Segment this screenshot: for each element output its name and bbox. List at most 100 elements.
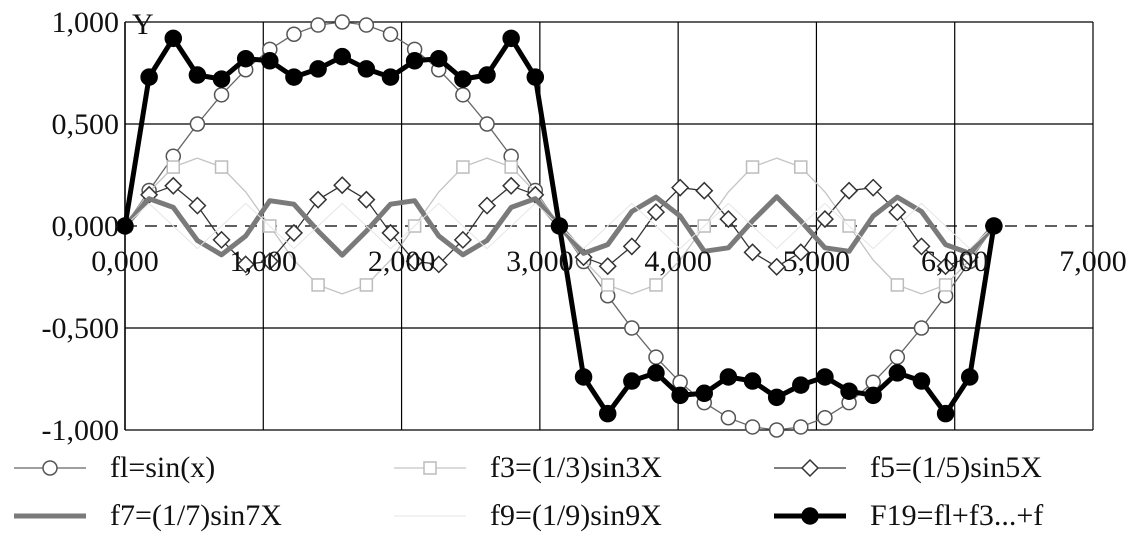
data-point xyxy=(767,388,786,407)
data-point xyxy=(648,349,664,365)
data-point xyxy=(936,404,955,423)
data-point xyxy=(405,252,424,271)
data-point xyxy=(453,230,472,249)
series-layer xyxy=(115,14,1003,438)
y-tick-label: 0,500 xyxy=(52,108,120,141)
data-point xyxy=(600,278,615,292)
data-point xyxy=(213,87,230,103)
data-point xyxy=(309,60,327,78)
legend-swatch xyxy=(394,515,466,517)
data-point xyxy=(164,176,183,195)
data-point xyxy=(214,160,229,174)
tick-layer: 1,000 0,500 0,000 -0,500 -1,000 0,000 1,000 2,0… xyxy=(42,6,1127,447)
legend-swatch xyxy=(394,461,466,475)
data-point xyxy=(864,178,883,197)
data-point xyxy=(212,230,231,249)
y-axis-label: Y xyxy=(132,8,154,41)
legend-item: F19=fl+f3...+f xyxy=(770,496,1140,536)
data-point xyxy=(767,257,786,276)
data-point xyxy=(646,203,666,222)
chart-plot: 1,000 0,500 0,000 -0,500 -1,000 0,000 1,000 2,0… xyxy=(42,6,1127,447)
data-point xyxy=(801,507,819,525)
x-tick-label: 6,000 xyxy=(921,245,989,278)
data-point xyxy=(719,368,738,386)
y-tick-label: 1,000 xyxy=(52,6,120,39)
data-point xyxy=(358,17,375,33)
data-point xyxy=(430,49,448,68)
data-point xyxy=(671,386,689,405)
data-point xyxy=(800,458,820,478)
data-point xyxy=(456,160,470,174)
data-point xyxy=(164,29,183,48)
legend-item: f5=(1/5)sin5X xyxy=(770,448,1140,488)
data-point xyxy=(382,26,399,42)
legend-swatch xyxy=(774,507,846,525)
data-point xyxy=(622,237,641,256)
x-tick-label: 7,000 xyxy=(1059,245,1127,278)
data-point xyxy=(816,368,834,386)
y-tick-label: -1,000 xyxy=(42,414,120,447)
data-point xyxy=(309,190,328,209)
data-point xyxy=(624,320,640,336)
data-point xyxy=(405,52,424,70)
data-point xyxy=(719,210,738,229)
y-tick-label: -0,500 xyxy=(42,312,120,345)
data-point xyxy=(478,66,496,84)
data-point xyxy=(890,278,905,292)
data-point xyxy=(840,181,859,200)
data-point xyxy=(333,176,352,195)
data-point xyxy=(743,372,762,390)
data-point xyxy=(140,68,158,86)
data-point xyxy=(960,368,979,386)
data-point xyxy=(936,257,955,276)
legend-label: f3=(1/3)sin3X xyxy=(490,451,662,484)
data-point xyxy=(550,217,569,235)
data-point xyxy=(744,419,761,435)
data-point xyxy=(695,181,714,200)
data-point xyxy=(649,278,663,292)
data-point xyxy=(333,47,351,66)
legend-item: f7=(1/7)sin7X xyxy=(10,496,380,536)
data-point xyxy=(381,223,400,242)
data-point xyxy=(745,160,760,174)
data-point xyxy=(285,68,303,86)
legend-item: f3=(1/3)sin3X xyxy=(390,448,760,488)
data-point xyxy=(284,223,304,242)
data-point xyxy=(793,419,809,435)
x-tick-label: 4,000 xyxy=(644,245,712,278)
x-tick-label: 0,000 xyxy=(91,245,159,278)
legend-item: fl=sin(x) xyxy=(10,448,380,488)
data-point xyxy=(889,349,906,365)
data-point xyxy=(792,376,810,394)
data-point xyxy=(913,320,930,336)
data-point xyxy=(455,87,471,103)
data-point xyxy=(334,14,350,30)
legend-label: f5=(1/5)sin5X xyxy=(870,451,1042,484)
data-point xyxy=(598,257,617,276)
data-point xyxy=(359,278,374,292)
data-point xyxy=(720,410,737,426)
legend-swatch xyxy=(14,460,86,476)
x-tick-label: 1,000 xyxy=(230,245,298,278)
data-point xyxy=(888,203,907,222)
data-point xyxy=(985,217,1003,235)
data-point xyxy=(357,190,376,209)
x-tick-label: 3,000 xyxy=(506,245,574,278)
data-point xyxy=(212,70,231,88)
data-point xyxy=(815,210,834,229)
data-point xyxy=(357,60,376,78)
data-point xyxy=(429,255,448,274)
data-point xyxy=(526,68,545,86)
data-point xyxy=(794,160,808,174)
data-point xyxy=(695,384,714,403)
data-point xyxy=(236,49,255,68)
data-point xyxy=(188,66,207,84)
data-point xyxy=(791,243,810,262)
data-point xyxy=(311,278,325,292)
data-point xyxy=(671,178,690,197)
data-point xyxy=(166,160,181,174)
data-point xyxy=(502,176,521,195)
data-point xyxy=(189,116,206,132)
data-point xyxy=(502,29,520,48)
data-point xyxy=(912,372,931,390)
